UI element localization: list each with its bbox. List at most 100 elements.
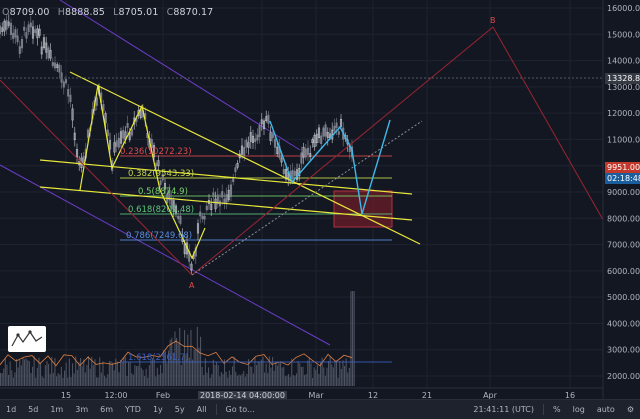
- candle-body: [179, 215, 182, 224]
- volume-bar: [323, 367, 325, 386]
- candle-body: [106, 129, 109, 137]
- candle-body: [284, 169, 288, 180]
- time-tick-label: 12: [368, 391, 378, 400]
- volume-bar: [201, 366, 203, 386]
- descending-channel[interactable]: [0, 0, 331, 346]
- utc-clock[interactable]: 21:41:11 (UTC): [473, 405, 534, 414]
- volume-bar: [281, 367, 283, 386]
- volume-bar: [160, 364, 162, 386]
- candle-body: [212, 192, 215, 198]
- price-axis[interactable]: 16000.00 15000.00 14000.00 13000.00 12000.00…: [602, 0, 640, 399]
- percent-toggle[interactable]: %: [553, 405, 561, 414]
- candle-body: [276, 146, 279, 154]
- yellow-trendlines[interactable]: [39, 71, 421, 260]
- candle-body: [293, 170, 296, 176]
- volume-bar: [40, 363, 42, 386]
- candle-body: [115, 140, 118, 147]
- volume-bar: [208, 367, 210, 386]
- volume-bar: [233, 356, 235, 386]
- trendline-lower: [39, 186, 413, 221]
- low-value: 8705.01: [118, 7, 159, 18]
- volume-bar: [68, 358, 70, 386]
- candle-body: [203, 215, 206, 220]
- volume-bar: [59, 374, 61, 386]
- candle-body: [249, 132, 252, 142]
- candle-body: [205, 205, 208, 211]
- volume-bar: [203, 375, 205, 386]
- range-button-5d[interactable]: 5d: [28, 405, 39, 414]
- volume-bar: [192, 359, 194, 386]
- range-button-5y[interactable]: 5y: [174, 405, 185, 414]
- candle-body: [234, 167, 237, 173]
- volume-bar: [305, 374, 307, 386]
- volume-bar: [129, 361, 131, 386]
- fib-level-label: 0.786(7249.68): [126, 231, 192, 241]
- wave-label-a: A: [189, 281, 195, 290]
- range-button-1m[interactable]: 1m: [50, 405, 64, 414]
- range-button-1y[interactable]: 1y: [152, 405, 163, 414]
- volume-bar: [235, 371, 237, 386]
- volume-bar: [337, 377, 339, 386]
- volume-bar: [65, 362, 67, 386]
- volume-bar: [35, 377, 37, 386]
- cyan-projection-path[interactable]: [269, 119, 391, 215]
- candle-body: [304, 148, 307, 158]
- volume-bar: [33, 356, 35, 386]
- candle-body: [64, 79, 68, 84]
- volume-bar: [230, 374, 232, 386]
- volume-bar: [126, 375, 128, 386]
- range-button-6m[interactable]: 6m: [100, 405, 114, 414]
- price-tick-label: 6000.00: [607, 267, 640, 276]
- volume-bar: [334, 362, 336, 386]
- auto-toggle[interactable]: auto: [596, 405, 615, 414]
- volume-bar: [177, 343, 179, 386]
- volume-bar: [193, 349, 195, 386]
- candle-body: [113, 142, 116, 153]
- candle-body: [47, 47, 50, 59]
- volume-bar: [347, 372, 349, 386]
- time-tick-label: 21: [422, 391, 432, 400]
- volume-bar: [91, 357, 93, 386]
- volume-bar: [172, 352, 174, 386]
- volume-bar: [67, 377, 69, 386]
- price-tick-label: 5000.00: [607, 293, 640, 302]
- range-button-3m[interactable]: 3m: [75, 405, 89, 414]
- range-button-all[interactable]: All: [196, 405, 207, 414]
- time-tick-label: Feb: [156, 391, 170, 400]
- range-button-ytd[interactable]: YTD: [125, 405, 141, 414]
- candle-body: [102, 104, 105, 112]
- candle-body: [196, 223, 200, 234]
- volume-bar: [144, 376, 146, 386]
- candle-body: [56, 64, 59, 68]
- volume-bar: [241, 373, 243, 386]
- volume-bar: [28, 361, 30, 386]
- candle-body: [229, 184, 233, 197]
- candle-body: [267, 114, 270, 124]
- volume-bar: [110, 361, 112, 386]
- volume-bar: [214, 364, 216, 386]
- candle-body: [210, 203, 213, 211]
- candle-body: [172, 200, 175, 211]
- wave-line-b-down: [492, 26, 607, 226]
- volume-bar: [113, 370, 115, 386]
- candle-body: [31, 26, 35, 39]
- goto-button[interactable]: Go to...: [225, 405, 255, 414]
- log-toggle[interactable]: log: [572, 405, 585, 414]
- price-tick-label: 12000.00: [607, 109, 640, 118]
- indicator-logo[interactable]: [8, 326, 46, 352]
- elliott-wave-red[interactable]: [0, 26, 607, 276]
- candle-body: [326, 132, 329, 138]
- candle-body: [18, 46, 21, 54]
- volume-bar: [257, 361, 259, 386]
- volume-bar: [41, 376, 43, 386]
- volume-bar: [302, 366, 304, 386]
- volume-bar: [289, 376, 291, 386]
- volume-bar: [294, 375, 296, 386]
- volume-bar: [107, 374, 109, 386]
- range-button-1d[interactable]: 1d: [6, 405, 17, 414]
- volume-bar: [196, 326, 198, 386]
- open-key: O: [2, 7, 10, 18]
- settings-gear-icon[interactable]: ⚙: [626, 405, 634, 414]
